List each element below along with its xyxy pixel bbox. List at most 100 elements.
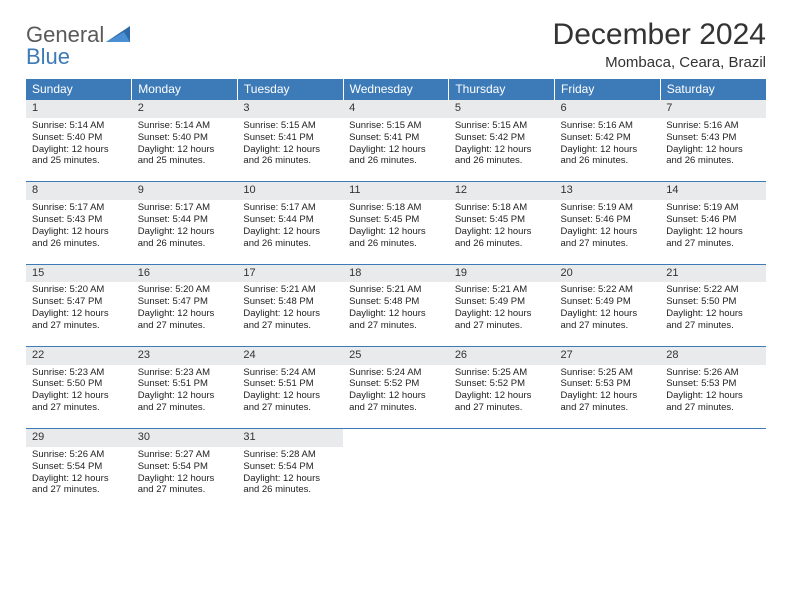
daylight-text-line1: Daylight: 12 hours (561, 308, 655, 320)
sunrise-text: Sunrise: 5:25 AM (561, 367, 655, 379)
daylight-text-line1: Daylight: 12 hours (561, 144, 655, 156)
sunset-text: Sunset: 5:52 PM (455, 378, 549, 390)
day-number: 20 (555, 264, 661, 282)
day-number: 29 (26, 429, 132, 447)
sunrise-text: Sunrise: 5:23 AM (138, 367, 232, 379)
sunset-text: Sunset: 5:40 PM (32, 132, 126, 144)
sunrise-text: Sunrise: 5:26 AM (666, 367, 760, 379)
sunset-text: Sunset: 5:51 PM (243, 378, 337, 390)
daylight-text-line2: and 27 minutes. (666, 238, 760, 250)
sunrise-text: Sunrise: 5:23 AM (32, 367, 126, 379)
day-number: 31 (237, 429, 343, 447)
day-detail: Sunrise: 5:23 AMSunset: 5:51 PMDaylight:… (132, 365, 238, 429)
sunrise-text: Sunrise: 5:17 AM (243, 202, 337, 214)
day-number: 16 (132, 264, 238, 282)
daylight-text-line2: and 27 minutes. (666, 402, 760, 414)
day-number: 21 (660, 264, 766, 282)
daylight-text-line2: and 27 minutes. (561, 238, 655, 250)
sunrise-text: Sunrise: 5:22 AM (666, 284, 760, 296)
day-detail: Sunrise: 5:21 AMSunset: 5:49 PMDaylight:… (449, 282, 555, 346)
daylight-text-line1: Daylight: 12 hours (349, 226, 443, 238)
daylight-text-line1: Daylight: 12 hours (349, 144, 443, 156)
daylight-text-line1: Daylight: 12 hours (243, 473, 337, 485)
sunset-text: Sunset: 5:42 PM (455, 132, 549, 144)
day-detail: Sunrise: 5:16 AMSunset: 5:43 PMDaylight:… (660, 118, 766, 182)
daylight-text-line1: Daylight: 12 hours (138, 308, 232, 320)
weekday-header: Wednesday (343, 79, 449, 100)
day-detail: Sunrise: 5:25 AMSunset: 5:53 PMDaylight:… (555, 365, 661, 429)
day-number (343, 429, 449, 447)
day-number (660, 429, 766, 447)
daylight-text-line1: Daylight: 12 hours (138, 473, 232, 485)
sunrise-text: Sunrise: 5:21 AM (455, 284, 549, 296)
sunset-text: Sunset: 5:43 PM (32, 214, 126, 226)
daylight-text-line2: and 26 minutes. (32, 238, 126, 250)
sunset-text: Sunset: 5:48 PM (243, 296, 337, 308)
day-number: 11 (343, 182, 449, 200)
day-detail-row: Sunrise: 5:14 AM Sunset: 5:40 PM Daylight:… (26, 118, 766, 182)
daylight-text-line1: Daylight: 12 hours (243, 308, 337, 320)
sunset-text: Sunset: 5:46 PM (666, 214, 760, 226)
sunset-text: Sunset: 5:44 PM (138, 214, 232, 226)
daylight-text-line2: and 27 minutes. (349, 402, 443, 414)
daylight-text-line2: and 26 minutes. (349, 238, 443, 250)
day-number: 9 (132, 182, 238, 200)
day-detail: Sunrise: 5:22 AMSunset: 5:50 PMDaylight:… (660, 282, 766, 346)
day-detail: Sunrise: 5:18 AMSunset: 5:45 PMDaylight:… (343, 200, 449, 264)
sunrise-text: Sunrise: 5:14 AM (138, 120, 232, 132)
daylight-text-line2: and 27 minutes. (349, 320, 443, 332)
sunrise-text: Sunrise: 5:21 AM (349, 284, 443, 296)
sunrise-text: Sunrise: 5:15 AM (349, 120, 443, 132)
daylight-text-line1: Daylight: 12 hours (32, 308, 126, 320)
sunset-text: Sunset: 5:42 PM (561, 132, 655, 144)
day-detail: Sunrise: 5:19 AMSunset: 5:46 PMDaylight:… (555, 200, 661, 264)
day-detail: Sunrise: 5:15 AMSunset: 5:42 PMDaylight:… (449, 118, 555, 182)
day-number: 22 (26, 346, 132, 364)
month-title: December 2024 (553, 18, 766, 52)
sunset-text: Sunset: 5:44 PM (243, 214, 337, 226)
day-detail: Sunrise: 5:20 AMSunset: 5:47 PMDaylight:… (26, 282, 132, 346)
day-number: 15 (26, 264, 132, 282)
day-detail-row: Sunrise: 5:20 AMSunset: 5:47 PMDaylight:… (26, 282, 766, 346)
daylight-text-line1: Daylight: 12 hours (561, 226, 655, 238)
day-detail: Sunrise: 5:19 AMSunset: 5:46 PMDaylight:… (660, 200, 766, 264)
day-detail: Sunrise: 5:15 AMSunset: 5:41 PMDaylight:… (237, 118, 343, 182)
daylight-text-line2: and 26 minutes. (455, 238, 549, 250)
page: General Blue December 2024 Mombaca, Cear… (0, 0, 792, 529)
sunrise-text: Sunrise: 5:15 AM (243, 120, 337, 132)
sunset-text: Sunset: 5:45 PM (349, 214, 443, 226)
daylight-text-line2: and 26 minutes. (243, 484, 337, 496)
sunset-text: Sunset: 5:48 PM (349, 296, 443, 308)
sunset-text: Sunset: 5:50 PM (32, 378, 126, 390)
daylight-text-line2: and 26 minutes. (243, 155, 337, 167)
sunset-text: Sunset: 5:49 PM (455, 296, 549, 308)
daylight-text-line1: Daylight: 12 hours (32, 390, 126, 402)
day-detail: Sunrise: 5:17 AMSunset: 5:43 PMDaylight:… (26, 200, 132, 264)
daylight-text-line1: Daylight: 12 hours (32, 473, 126, 485)
daylight-text-line2: and 26 minutes. (666, 155, 760, 167)
daylight-text-line2: and 27 minutes. (32, 484, 126, 496)
day-detail: Sunrise: 5:20 AMSunset: 5:47 PMDaylight:… (132, 282, 238, 346)
day-number: 27 (555, 346, 661, 364)
day-number: 30 (132, 429, 238, 447)
day-detail: Sunrise: 5:26 AMSunset: 5:53 PMDaylight:… (660, 365, 766, 429)
location: Mombaca, Ceara, Brazil (553, 54, 766, 71)
day-number-row: 891011121314 (26, 182, 766, 200)
day-detail: Sunrise: 5:27 AMSunset: 5:54 PMDaylight:… (132, 447, 238, 511)
day-detail: Sunrise: 5:24 AMSunset: 5:51 PMDaylight:… (237, 365, 343, 429)
sunset-text: Sunset: 5:52 PM (349, 378, 443, 390)
day-detail: Sunrise: 5:14 AMSunset: 5:40 PMDaylight:… (26, 118, 132, 182)
day-number-row: 15161718192021 (26, 264, 766, 282)
day-number: 8 (26, 182, 132, 200)
day-number: 10 (237, 182, 343, 200)
sunset-text: Sunset: 5:54 PM (138, 461, 232, 473)
daylight-text-line1: Daylight: 12 hours (666, 308, 760, 320)
daylight-text-line2: and 26 minutes. (138, 238, 232, 250)
day-detail: Sunrise: 5:17 AMSunset: 5:44 PMDaylight:… (132, 200, 238, 264)
daylight-text-line2: and 25 minutes. (138, 155, 232, 167)
sunrise-text: Sunrise: 5:25 AM (455, 367, 549, 379)
day-detail: Sunrise: 5:23 AMSunset: 5:50 PMDaylight:… (26, 365, 132, 429)
sunset-text: Sunset: 5:54 PM (32, 461, 126, 473)
sunset-text: Sunset: 5:49 PM (561, 296, 655, 308)
sunrise-text: Sunrise: 5:24 AM (349, 367, 443, 379)
